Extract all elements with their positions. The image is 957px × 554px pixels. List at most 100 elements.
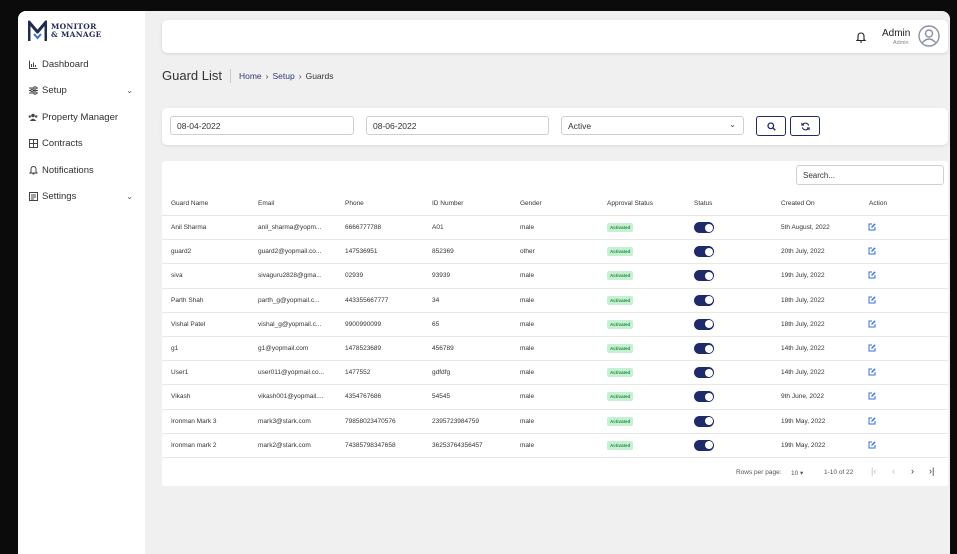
search-button[interactable] [756,116,786,136]
brand-line2: & MANAGE [51,30,102,39]
sidebar-item-setup[interactable]: Setup ⌄ [18,78,145,105]
edit-icon[interactable] [868,271,876,279]
cell-id-number: 34 [432,296,440,304]
status-toggle[interactable] [694,222,714,233]
column-header[interactable]: Approval Status [607,200,653,207]
status-toggle[interactable] [694,246,714,258]
sliders-icon [28,86,38,96]
cell-created-on: 19th July, 2022 [781,272,825,280]
search-icon [766,121,776,131]
breadcrumb-home[interactable]: Home [238,70,262,81]
avatar[interactable] [918,25,940,47]
edit-icon[interactable] [868,223,876,231]
cell-email: anil_sharma@yopm... [258,224,322,231]
status-badge: Activated [607,271,634,281]
cell-id-number: 852369 [432,248,454,256]
edit-icon[interactable] [868,344,876,352]
table-row: Vikash vikash001@yopmail.... 4354767686 545… [162,385,948,410]
breadcrumb-setup[interactable]: Setup [272,70,295,81]
start-date-input[interactable]: 08-04-2022 [170,116,354,135]
status-toggle[interactable] [694,318,714,330]
guards-table-card: Search... Guard Name Email Phone ID Numb… [162,161,948,486]
status-toggle[interactable] [694,270,714,282]
sidebar-item-settings[interactable]: Settings ⌄ [18,184,145,211]
column-header[interactable]: Guard Name [171,200,209,207]
column-header[interactable]: Gender [520,200,542,207]
status-select[interactable]: Active ⌄ [561,116,744,135]
chevron-down-icon: ⌄ [126,86,133,96]
chevron-down-icon: ⌄ [729,120,736,129]
column-header[interactable]: Email [258,200,275,207]
sidebar-item-property-manager[interactable]: Property Manager [18,104,145,131]
cell-phone: 443355667777 [345,296,389,304]
sidebar-nav: Dashboard Setup ⌄ Property Manager Cont [18,51,145,210]
breadcrumb-separator-icon: › [265,70,269,81]
end-date-input[interactable]: 08-06-2022 [366,116,549,135]
sidebar-item-label: Dashboard [42,58,89,70]
cell-guard-name: g1 [171,345,179,352]
rows-per-page-select[interactable]: 10 ▾ [791,469,803,477]
sidebar: MONITOR & MANAGE Dashboard Setup ⌄ [18,11,145,554]
toggle-knob [704,344,713,353]
status-toggle[interactable] [694,439,714,451]
cell-email: vikash001@yopmail.... [258,393,324,401]
cell-email: g1@yopmail.com [258,345,309,352]
cell-gender: male [520,296,535,304]
status-toggle[interactable] [694,343,714,354]
refresh-button[interactable] [790,116,820,136]
cell-id-number: A01 [432,224,444,231]
cell-gender: male [520,272,535,280]
brand-logo[interactable]: MONITOR & MANAGE [28,20,102,42]
cell-phone: 6666777788 [345,224,382,231]
edit-icon[interactable] [868,295,876,304]
status-toggle[interactable] [694,391,714,403]
edit-icon[interactable] [868,320,876,328]
cell-created-on: 18th July, 2022 [781,296,825,304]
toggle-knob [704,417,713,426]
column-header[interactable]: Phone [345,200,364,207]
cell-id-number: 456789 [432,345,454,352]
sidebar-item-notifications[interactable]: Notifications [18,157,145,184]
last-page-icon[interactable]: ›| [929,466,935,476]
previous-page-icon[interactable]: ‹ [892,466,895,476]
breadcrumb: Home › Setup › Guards [239,71,333,81]
breadcrumb-separator-icon: › [298,70,302,81]
notification-bell-icon[interactable] [855,31,867,43]
table-row: Vishal Patel vishal_g@yopmail.c... 9900990… [162,313,948,337]
cell-id-number: gdfdfg [432,369,451,377]
sidebar-item-label: Settings [42,191,77,203]
table-icon [28,139,38,149]
next-page-icon[interactable]: › [911,466,914,476]
edit-icon[interactable] [868,368,876,376]
sidebar-item-contracts[interactable]: Contracts [18,131,145,158]
cell-email: user011@yopmail.co... [258,369,325,377]
status-badge: Activated [607,392,634,402]
logo-mark-icon [28,20,47,41]
sidebar-item-dashboard[interactable]: Dashboard [18,51,145,78]
column-header[interactable]: ID Number [432,200,464,207]
brand-line1: MONITOR [51,22,97,31]
edit-icon[interactable] [868,441,876,449]
column-header[interactable]: Status [694,200,713,207]
status-toggle[interactable] [694,294,714,306]
cell-gender: male [520,417,535,425]
search-input[interactable]: Search... [796,165,944,185]
edit-icon[interactable] [868,392,876,400]
cell-created-on: 19th May, 2022 [781,441,826,449]
cell-phone: 74385798347658 [345,441,396,449]
rows-per-page-label: Rows per page: [736,469,782,476]
chart-icon [28,59,38,69]
cell-guard-name: Vishal Patel [171,320,206,328]
column-header[interactable]: Created On [781,200,815,207]
refresh-icon [800,122,810,130]
edit-icon[interactable] [868,247,876,255]
status-toggle[interactable] [694,415,714,427]
user-name[interactable]: Admin [882,28,911,39]
sidebar-item-label: Notifications [42,164,94,176]
edit-icon[interactable] [868,416,876,425]
cell-gender: male [520,441,535,449]
cell-guard-name: siva [171,272,183,280]
cell-guard-name: Anil Sharma [171,224,207,231]
status-toggle[interactable] [694,367,714,379]
first-page-icon[interactable]: |‹ [871,466,877,476]
